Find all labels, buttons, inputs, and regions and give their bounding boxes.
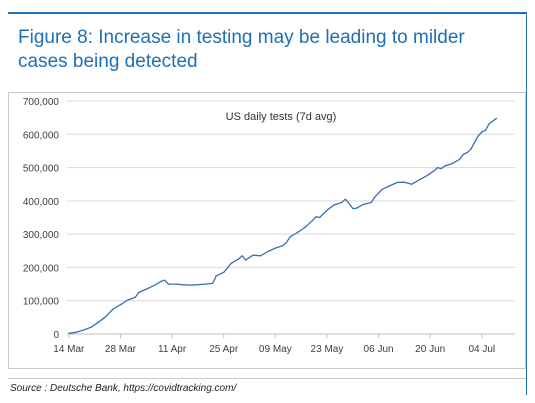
- data-point: [495, 117, 498, 119]
- data-point: [189, 284, 192, 286]
- data-point: [105, 316, 107, 318]
- data-point: [418, 179, 420, 181]
- chart-container: 0 100,000 200,000 300,000 400,000 500,000 600,…: [8, 92, 526, 369]
- data-point: [68, 332, 70, 334]
- source-note: Source : Deutsche Bank, https://covidtra…: [10, 383, 237, 394]
- data-point: [484, 129, 487, 131]
- figure-frame: Figure 8: Increase in testing may be lea…: [8, 12, 527, 395]
- data-point: [119, 304, 122, 306]
- data-point: [285, 241, 287, 244]
- data-point: [436, 166, 439, 169]
- data-point: [97, 321, 99, 323]
- data-point: [259, 255, 262, 257]
- data-point: [112, 308, 114, 310]
- data-point: [370, 201, 372, 204]
- chart-title: US daily tests (7d avg): [226, 111, 337, 123]
- x-tick-label: 23 May: [311, 344, 344, 355]
- data-point: [215, 275, 217, 277]
- data-point: [333, 204, 335, 206]
- data-point: [237, 258, 240, 260]
- data-point: [473, 142, 476, 144]
- data-point: [267, 250, 269, 253]
- y-tick-label: 200,000: [23, 263, 60, 274]
- data-point: [326, 209, 328, 211]
- line-chart: 0 100,000 200,000 300,000 400,000 500,000 600,…: [23, 97, 515, 355]
- data-point: [459, 158, 461, 160]
- x-tick-label: 06 Jun: [364, 344, 394, 355]
- data-point: [274, 247, 276, 249]
- data-point: [470, 148, 472, 150]
- data-point: [381, 188, 383, 190]
- data-point: [344, 198, 346, 200]
- data-point: [160, 280, 162, 283]
- x-tick-label: 20 Jun: [415, 344, 445, 355]
- y-tick-label: 600,000: [23, 130, 60, 141]
- data-point: [127, 299, 129, 301]
- y-tick-label: 400,000: [23, 197, 60, 208]
- data-point: [153, 285, 155, 287]
- data-point: [352, 207, 354, 210]
- x-tick-label: 11 Apr: [158, 344, 187, 355]
- data-point: [134, 296, 136, 298]
- data-point: [481, 131, 483, 133]
- data-point: [425, 175, 428, 177]
- data-point: [282, 245, 284, 247]
- y-tick-label: 300,000: [23, 230, 60, 241]
- data-point: [197, 284, 199, 286]
- y-tick-label: 0: [53, 330, 59, 341]
- data-point: [440, 167, 442, 170]
- data-point: [289, 236, 291, 238]
- top-rule: [8, 12, 526, 14]
- x-tick-label: 09 May: [259, 344, 292, 355]
- data-point: [304, 226, 306, 229]
- y-tick-label: 100,000: [23, 297, 60, 308]
- data-point: [167, 283, 169, 285]
- figure-title: Figure 8: Increase in testing may be lea…: [18, 27, 465, 72]
- data-point: [389, 185, 391, 187]
- data-point: [433, 170, 435, 172]
- data-point: [90, 326, 92, 328]
- data-point: [444, 165, 446, 167]
- x-tick-label: 04 Jul: [468, 344, 495, 355]
- data-point: [341, 201, 343, 204]
- data-point: [175, 283, 177, 285]
- data-point: [451, 162, 453, 165]
- data-point: [230, 262, 232, 265]
- data-point: [411, 183, 413, 185]
- data-point: [363, 203, 365, 205]
- data-point: [138, 291, 140, 293]
- x-tick-label: 28 Mar: [105, 344, 137, 355]
- data-point: [75, 331, 77, 333]
- data-point: [296, 231, 299, 234]
- data-point: [223, 271, 225, 274]
- y-tick-label: 500,000: [23, 164, 60, 175]
- x-tick-label: 25 Apr: [209, 344, 239, 355]
- data-point: [164, 279, 166, 281]
- bottom-rule: [8, 378, 526, 379]
- data-point: [403, 181, 405, 183]
- data-point: [466, 151, 468, 154]
- data-point: [145, 288, 147, 290]
- data-point: [355, 207, 358, 209]
- data-point: [477, 135, 479, 137]
- data-point: [248, 256, 251, 259]
- data-point: [204, 283, 206, 285]
- data-point: [462, 153, 464, 155]
- data-point: [311, 220, 313, 222]
- data-point: [82, 329, 85, 331]
- data-point: [212, 282, 214, 285]
- data-point: [396, 181, 398, 184]
- y-tick-label: 700,000: [23, 97, 60, 108]
- data-point: [252, 254, 254, 256]
- data-point: [488, 123, 490, 125]
- data-point: [245, 259, 247, 261]
- data-point: [315, 216, 317, 218]
- data-point: [241, 255, 243, 257]
- data-point: [318, 216, 321, 219]
- data-point: [374, 196, 376, 198]
- data-point: [348, 202, 350, 205]
- data-point: [182, 284, 184, 286]
- x-tick-label: 14 Mar: [53, 344, 85, 355]
